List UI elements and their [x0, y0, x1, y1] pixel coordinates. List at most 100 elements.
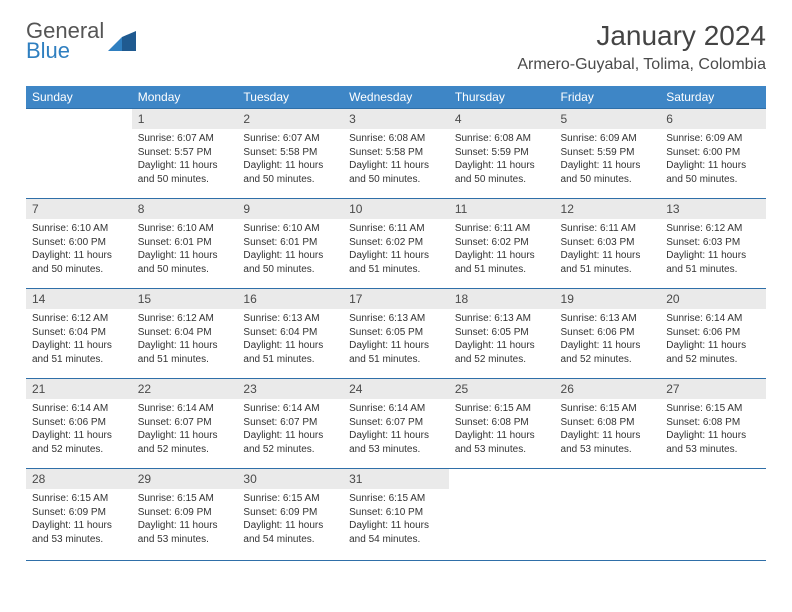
calendar-cell: 4Sunrise: 6:08 AMSunset: 5:59 PMDaylight…	[449, 108, 555, 198]
daylight-line: Daylight: 11 hours and 50 minutes.	[455, 159, 549, 186]
sunset-line: Sunset: 5:59 PM	[455, 146, 549, 160]
day-info: Sunrise: 6:14 AMSunset: 6:06 PMDaylight:…	[660, 309, 766, 372]
day-number	[660, 468, 766, 489]
day-number: 5	[555, 108, 661, 129]
calendar-cell: 27Sunrise: 6:15 AMSunset: 6:08 PMDayligh…	[660, 378, 766, 468]
calendar-head: SundayMondayTuesdayWednesdayThursdayFrid…	[26, 86, 766, 108]
day-info: Sunrise: 6:13 AMSunset: 6:06 PMDaylight:…	[555, 309, 661, 372]
daylight-line: Daylight: 11 hours and 51 minutes.	[243, 339, 337, 366]
daylight-line: Daylight: 11 hours and 51 minutes.	[666, 249, 760, 276]
sunset-line: Sunset: 6:06 PM	[666, 326, 760, 340]
bottom-rule	[26, 560, 766, 561]
day-info: Sunrise: 6:07 AMSunset: 5:58 PMDaylight:…	[237, 129, 343, 192]
calendar-cell: 28Sunrise: 6:15 AMSunset: 6:09 PMDayligh…	[26, 468, 132, 558]
day-number	[555, 468, 661, 489]
calendar-cell: 24Sunrise: 6:14 AMSunset: 6:07 PMDayligh…	[343, 378, 449, 468]
daylight-line: Daylight: 11 hours and 52 minutes.	[32, 429, 126, 456]
day-number: 8	[132, 198, 238, 219]
day-info: Sunrise: 6:11 AMSunset: 6:03 PMDaylight:…	[555, 219, 661, 282]
weekday-header: Tuesday	[237, 86, 343, 108]
day-number: 20	[660, 288, 766, 309]
sunset-line: Sunset: 6:08 PM	[666, 416, 760, 430]
daylight-line: Daylight: 11 hours and 50 minutes.	[243, 249, 337, 276]
daylight-line: Daylight: 11 hours and 50 minutes.	[138, 159, 232, 186]
day-info: Sunrise: 6:08 AMSunset: 5:58 PMDaylight:…	[343, 129, 449, 192]
calendar-cell: 25Sunrise: 6:15 AMSunset: 6:08 PMDayligh…	[449, 378, 555, 468]
day-info: Sunrise: 6:10 AMSunset: 6:01 PMDaylight:…	[237, 219, 343, 282]
sunrise-line: Sunrise: 6:14 AM	[349, 402, 443, 416]
daylight-line: Daylight: 11 hours and 53 minutes.	[666, 429, 760, 456]
calendar-cell: 5Sunrise: 6:09 AMSunset: 5:59 PMDaylight…	[555, 108, 661, 198]
daylight-line: Daylight: 11 hours and 54 minutes.	[349, 519, 443, 546]
calendar-cell: 8Sunrise: 6:10 AMSunset: 6:01 PMDaylight…	[132, 198, 238, 288]
calendar-cell: 13Sunrise: 6:12 AMSunset: 6:03 PMDayligh…	[660, 198, 766, 288]
sunrise-line: Sunrise: 6:11 AM	[455, 222, 549, 236]
calendar-cell	[26, 108, 132, 198]
sunrise-line: Sunrise: 6:14 AM	[243, 402, 337, 416]
brand-logo: GeneralBlue	[26, 20, 136, 62]
day-info: Sunrise: 6:14 AMSunset: 6:07 PMDaylight:…	[132, 399, 238, 462]
day-info: Sunrise: 6:08 AMSunset: 5:59 PMDaylight:…	[449, 129, 555, 192]
sunrise-line: Sunrise: 6:15 AM	[561, 402, 655, 416]
sunrise-line: Sunrise: 6:08 AM	[455, 132, 549, 146]
day-info: Sunrise: 6:15 AMSunset: 6:08 PMDaylight:…	[555, 399, 661, 462]
calendar-cell: 20Sunrise: 6:14 AMSunset: 6:06 PMDayligh…	[660, 288, 766, 378]
sunrise-line: Sunrise: 6:12 AM	[666, 222, 760, 236]
sunset-line: Sunset: 5:58 PM	[349, 146, 443, 160]
calendar-table: SundayMondayTuesdayWednesdayThursdayFrid…	[26, 86, 766, 558]
sunset-line: Sunset: 6:05 PM	[349, 326, 443, 340]
calendar-cell: 17Sunrise: 6:13 AMSunset: 6:05 PMDayligh…	[343, 288, 449, 378]
sunset-line: Sunset: 6:02 PM	[455, 236, 549, 250]
day-number: 23	[237, 378, 343, 399]
day-info: Sunrise: 6:10 AMSunset: 6:00 PMDaylight:…	[26, 219, 132, 282]
calendar-cell	[555, 468, 661, 558]
header: GeneralBlue January 2024 Armero-Guyabal,…	[26, 20, 766, 74]
day-info: Sunrise: 6:15 AMSunset: 6:10 PMDaylight:…	[343, 489, 449, 552]
day-info: Sunrise: 6:12 AMSunset: 6:04 PMDaylight:…	[26, 309, 132, 372]
sunset-line: Sunset: 5:58 PM	[243, 146, 337, 160]
day-number	[449, 468, 555, 489]
sunset-line: Sunset: 6:00 PM	[666, 146, 760, 160]
daylight-line: Daylight: 11 hours and 51 minutes.	[138, 339, 232, 366]
sunset-line: Sunset: 6:09 PM	[32, 506, 126, 520]
day-info: Sunrise: 6:14 AMSunset: 6:07 PMDaylight:…	[343, 399, 449, 462]
sunset-line: Sunset: 6:00 PM	[32, 236, 126, 250]
daylight-line: Daylight: 11 hours and 51 minutes.	[32, 339, 126, 366]
sunset-line: Sunset: 6:02 PM	[349, 236, 443, 250]
calendar-week: 28Sunrise: 6:15 AMSunset: 6:09 PMDayligh…	[26, 468, 766, 558]
daylight-line: Daylight: 11 hours and 53 minutes.	[561, 429, 655, 456]
day-number: 11	[449, 198, 555, 219]
day-number: 16	[237, 288, 343, 309]
sunrise-line: Sunrise: 6:15 AM	[666, 402, 760, 416]
sunrise-line: Sunrise: 6:14 AM	[32, 402, 126, 416]
day-info: Sunrise: 6:09 AMSunset: 6:00 PMDaylight:…	[660, 129, 766, 192]
calendar-week: 7Sunrise: 6:10 AMSunset: 6:00 PMDaylight…	[26, 198, 766, 288]
calendar-cell: 6Sunrise: 6:09 AMSunset: 6:00 PMDaylight…	[660, 108, 766, 198]
day-info: Sunrise: 6:07 AMSunset: 5:57 PMDaylight:…	[132, 129, 238, 192]
sunrise-line: Sunrise: 6:13 AM	[455, 312, 549, 326]
calendar-week: 14Sunrise: 6:12 AMSunset: 6:04 PMDayligh…	[26, 288, 766, 378]
day-number: 17	[343, 288, 449, 309]
weekday-header: Friday	[555, 86, 661, 108]
sunset-line: Sunset: 6:10 PM	[349, 506, 443, 520]
day-info: Sunrise: 6:15 AMSunset: 6:08 PMDaylight:…	[449, 399, 555, 462]
day-number: 12	[555, 198, 661, 219]
sunset-line: Sunset: 6:04 PM	[32, 326, 126, 340]
daylight-line: Daylight: 11 hours and 52 minutes.	[243, 429, 337, 456]
daylight-line: Daylight: 11 hours and 51 minutes.	[349, 249, 443, 276]
sunrise-line: Sunrise: 6:07 AM	[138, 132, 232, 146]
day-info: Sunrise: 6:15 AMSunset: 6:09 PMDaylight:…	[237, 489, 343, 552]
sunrise-line: Sunrise: 6:13 AM	[243, 312, 337, 326]
day-number: 2	[237, 108, 343, 129]
calendar-cell: 22Sunrise: 6:14 AMSunset: 6:07 PMDayligh…	[132, 378, 238, 468]
day-info: Sunrise: 6:09 AMSunset: 5:59 PMDaylight:…	[555, 129, 661, 192]
day-info: Sunrise: 6:11 AMSunset: 6:02 PMDaylight:…	[343, 219, 449, 282]
day-number: 25	[449, 378, 555, 399]
day-number: 6	[660, 108, 766, 129]
daylight-line: Daylight: 11 hours and 53 minutes.	[32, 519, 126, 546]
sunset-line: Sunset: 6:05 PM	[455, 326, 549, 340]
sunset-line: Sunset: 6:03 PM	[561, 236, 655, 250]
sunrise-line: Sunrise: 6:15 AM	[32, 492, 126, 506]
sunrise-line: Sunrise: 6:12 AM	[32, 312, 126, 326]
day-number: 3	[343, 108, 449, 129]
